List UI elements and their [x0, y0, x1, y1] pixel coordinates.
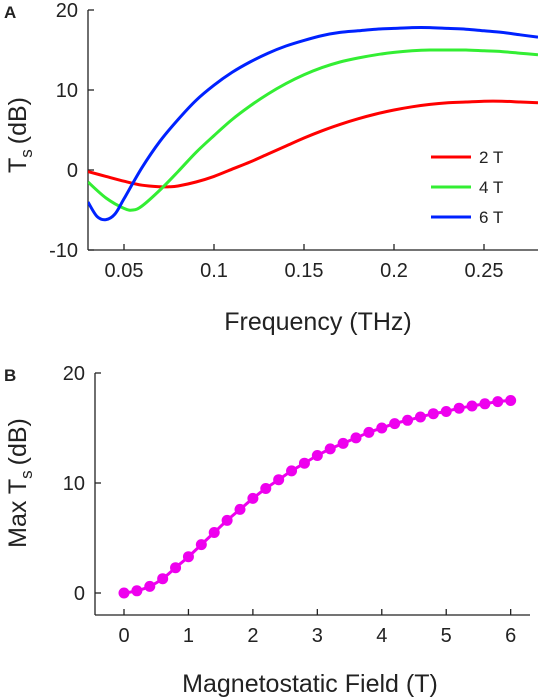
panel-b-data-point: [260, 483, 272, 494]
legend-label-6t: 6 T: [479, 208, 503, 227]
panel-b-data-point: [505, 395, 517, 406]
panel-a-y-tick-label: 20: [56, 0, 78, 22]
legend-label-4t: 4 T: [479, 178, 503, 197]
panel-b-x-tick-label: 5: [441, 625, 452, 647]
panel-b-data-point: [363, 426, 375, 438]
panel-b-x-tick-label: 4: [376, 625, 387, 647]
panel-b-x-axis-label: Magnetostatic Field (T): [182, 670, 438, 698]
panel-a: A 0.05 0.1 0.15 0.2 0.25 -10 0 10 20 Frequency (…: [4, 0, 538, 336]
panel-a-x-tick-label: 0.1: [200, 260, 228, 282]
panel-b-data-point: [466, 400, 478, 412]
panel-b-data-point: [131, 585, 143, 597]
panel-a-label: A: [4, 3, 16, 22]
panel-a-series-line-2t: [88, 99, 538, 189]
panel-b-data-point: [118, 587, 130, 599]
svg-text:Ts(dB): Ts (dB): [4, 97, 36, 173]
panel-b-x-tick-label: 3: [312, 625, 323, 647]
panel-b-data-point: [157, 573, 169, 585]
panel-b-y-axis-label: Max Ts (dB): [4, 418, 36, 548]
panel-a-x-tick-label: 0.2: [380, 260, 408, 282]
panel-a-x-tick-label: 0.15: [285, 260, 324, 282]
panel-b-y-axis-label-unit: (dB): [4, 418, 32, 465]
panel-b-data-point: [234, 503, 246, 515]
panel-a-x-axis-label: Frequency (THz): [224, 308, 412, 336]
panel-a-series-line-6t: [88, 26, 538, 222]
panel-b-data-point: [324, 443, 336, 455]
panel-b-data-point: [208, 527, 220, 538]
panel-b-x-tick-label: 0: [118, 625, 129, 647]
panel-b-data-point: [273, 474, 285, 486]
panel-b-plot-area: 0 1 2 3 4 5 6 0 10 20: [63, 363, 530, 647]
panel-b-data-point: [337, 437, 349, 449]
panel-b-data-point: [247, 492, 259, 504]
panel-b-data-point: [170, 562, 182, 574]
panel-a-y-axis-label-unit: (dB): [4, 97, 32, 144]
panel-b-label: B: [4, 366, 16, 385]
panel-b-y-tick-label: 10: [63, 473, 85, 495]
panel-b-data-point: [440, 406, 452, 417]
panel-a-y-axis-label-main: T: [4, 158, 32, 173]
svg-text:Max Ts(dB): Max Ts (dB): [4, 418, 36, 548]
panel-a-legend: 2 T 4 T 6 T: [431, 148, 503, 227]
panel-b-data-point: [350, 432, 362, 444]
panel-b-data-point: [286, 465, 298, 477]
panel-b-data-point: [389, 418, 401, 430]
panel-b-data-point: [453, 402, 465, 414]
panel-b-x-tick-label: 2: [247, 625, 258, 647]
panel-b-y-tick-label: 20: [63, 363, 85, 385]
panel-b-data-point: [311, 450, 323, 461]
panel-b-data-point: [195, 539, 207, 551]
panel-a-plot-area: 0.05 0.1 0.15 0.2 0.25 -10 0 10 20: [49, 0, 538, 282]
panel-b-data-point: [144, 580, 156, 592]
panel-b-data-point: [402, 414, 414, 426]
panel-b-data-point: [479, 398, 491, 410]
panel-b-data-point: [298, 457, 310, 469]
panel-b-y-axis-label-sub: s: [17, 470, 36, 479]
panel-b-data-point: [221, 514, 233, 526]
panel-b-y-axis-label-main: Max T: [4, 479, 32, 548]
panel-a-x-tick-label: 0.25: [465, 260, 504, 282]
panel-b-data-point: [414, 411, 426, 423]
panel-b-data-point: [427, 408, 439, 420]
panel-a-y-axis-label-sub: s: [17, 149, 36, 158]
panel-a-y-tick-label: 10: [56, 80, 78, 102]
panel-b-data-point: [182, 551, 194, 563]
panel-b-y-tick-label: 0: [74, 583, 85, 605]
panel-b-x-tick-label: 6: [505, 625, 516, 647]
panel-b-data-point: [376, 422, 388, 434]
panel-a-y-axis-label: Ts (dB): [4, 97, 36, 173]
legend-label-2t: 2 T: [479, 148, 503, 167]
panel-a-y-tick-label: 0: [67, 160, 78, 182]
panel-a-x-tick-label: 0.05: [105, 260, 144, 282]
panel-a-series-line-4t: [88, 48, 538, 212]
panel-b-data-point: [492, 396, 504, 408]
panel-b-x-tick-label: 1: [183, 625, 194, 647]
panel-a-y-tick-label: -10: [49, 240, 78, 262]
panel-b: B 0 1 2 3 4 5 6 0 10 20 Magnetostatic Field (T) M…: [4, 363, 530, 698]
panel-b-series-line-0: [123, 399, 511, 595]
